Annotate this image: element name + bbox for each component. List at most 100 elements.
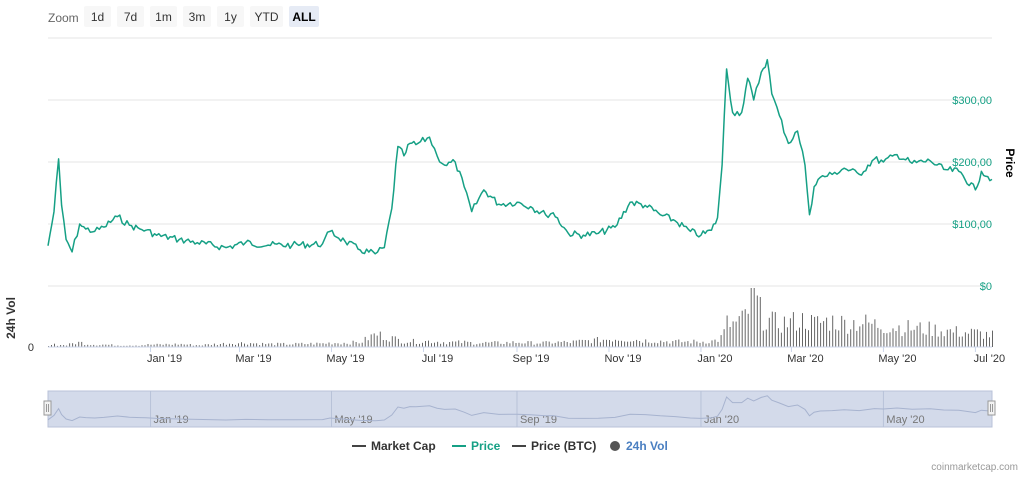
volume-bar xyxy=(606,339,607,347)
volume-bar xyxy=(687,341,689,347)
volume-bar xyxy=(96,345,98,347)
zoom-button-all[interactable]: ALL xyxy=(289,6,319,27)
volume-bar xyxy=(690,343,692,347)
volume-bar xyxy=(844,319,846,347)
volume-bar xyxy=(572,340,574,347)
zoom-button-7d[interactable]: 7d xyxy=(117,6,144,27)
volume-bar xyxy=(808,330,809,347)
x-axis: Jan '19 Mar '19 May '19 Jul '19 Sep '19 Nov '… xyxy=(147,347,1005,365)
volume-bar xyxy=(877,327,879,347)
volume-bar xyxy=(952,332,954,347)
volume-bar xyxy=(989,337,990,347)
volume-bar xyxy=(566,342,568,347)
volume-bar xyxy=(615,339,616,347)
navigator-left-handle[interactable] xyxy=(43,400,52,416)
volume-bar xyxy=(907,320,909,347)
volume-bar xyxy=(714,339,716,347)
volume-bar xyxy=(657,343,659,347)
volume-bar xyxy=(569,343,571,347)
volume-bar xyxy=(898,325,900,347)
volume-bar xyxy=(63,345,65,347)
volume-bar xyxy=(612,341,613,347)
volume-bar xyxy=(488,342,490,347)
zoom-button-label: 1m xyxy=(155,10,172,24)
navigator-right-handle[interactable] xyxy=(987,400,996,416)
volume-bar xyxy=(786,327,788,347)
volume-bar xyxy=(409,342,411,347)
volume-bar xyxy=(400,343,402,347)
volume-bar xyxy=(883,333,885,347)
navigator-tick-label: Jan '19 xyxy=(154,414,189,426)
volume-bar xyxy=(99,345,101,347)
volume-bar xyxy=(726,315,728,347)
volume-bar xyxy=(943,336,945,347)
x-tick-label: Jul '20 xyxy=(974,353,1005,365)
volume-bar xyxy=(382,340,384,347)
volume-bar xyxy=(744,309,746,347)
volume-bar xyxy=(379,331,381,347)
zoom-button-ytd[interactable]: YTD xyxy=(250,6,283,27)
volume-bar xyxy=(331,344,333,347)
zoom-button-1d[interactable]: 1d xyxy=(84,6,111,27)
volume-bar xyxy=(295,342,297,347)
volume-bar xyxy=(506,341,508,347)
volume-bar xyxy=(880,329,882,347)
volume-bar xyxy=(159,344,161,347)
volume-bar xyxy=(931,336,933,347)
volume-bar xyxy=(838,330,840,347)
volume-bar xyxy=(464,340,466,347)
volume-bar xyxy=(802,313,803,347)
volume-bar xyxy=(693,339,695,347)
volume-bar xyxy=(518,342,520,347)
volume-bar xyxy=(735,321,737,347)
volume-bar xyxy=(979,331,981,347)
volume-bar xyxy=(521,343,523,347)
volume-bar xyxy=(792,312,794,347)
volume-bar xyxy=(394,336,396,347)
volume-bar xyxy=(853,320,855,347)
volume-bar xyxy=(69,343,71,347)
zoom-button-1m[interactable]: 1m xyxy=(150,6,177,27)
credit-link[interactable]: coinmarketcap.com xyxy=(931,462,1018,473)
volume-bar xyxy=(545,341,547,347)
volume-bar xyxy=(765,329,767,347)
zoom-button-3m[interactable]: 3m xyxy=(183,6,211,27)
volume-bar xyxy=(868,322,870,347)
volume-bar xyxy=(247,344,249,347)
legend-item-price-btc[interactable]: Price (BTC) xyxy=(512,439,596,453)
zoom-button-1y[interactable]: 1y xyxy=(217,6,244,27)
volume-bar xyxy=(108,344,110,347)
legend-item-market-cap[interactable]: Market Cap xyxy=(352,439,436,453)
zoom-button-label: ALL xyxy=(292,10,315,24)
legend-item-price[interactable]: Price xyxy=(452,439,501,453)
volume-bar xyxy=(799,327,800,347)
volume-bar xyxy=(796,330,797,347)
navigator-range[interactable] xyxy=(47,390,993,428)
volume-bar xyxy=(901,336,903,347)
volume-bar xyxy=(590,343,592,347)
volume-bar xyxy=(292,344,294,347)
volume-bar xyxy=(753,288,755,347)
volume-bar xyxy=(373,333,375,347)
volume-bar xyxy=(153,344,155,347)
volume-bar xyxy=(642,342,644,347)
volume-bar xyxy=(376,335,378,347)
volume-bar xyxy=(624,341,626,347)
volume-bar xyxy=(986,331,987,347)
volume-bar xyxy=(497,341,499,347)
volume-bar xyxy=(916,325,918,347)
volume-bar xyxy=(609,340,610,347)
volume-bar xyxy=(183,344,185,347)
volume-bar xyxy=(192,345,194,347)
volume-bar xyxy=(660,340,662,347)
volume-bar xyxy=(817,316,819,347)
volume-bar xyxy=(826,317,828,347)
volume-bar xyxy=(530,341,532,347)
volume-bar xyxy=(111,344,113,347)
volume-bar xyxy=(298,343,300,347)
volume-bar xyxy=(955,326,957,347)
legend-item-24h-vol[interactable]: 24h Vol xyxy=(610,439,668,453)
volume-bar xyxy=(557,341,559,347)
volume-bar xyxy=(756,295,758,347)
volume-bar xyxy=(774,312,776,347)
